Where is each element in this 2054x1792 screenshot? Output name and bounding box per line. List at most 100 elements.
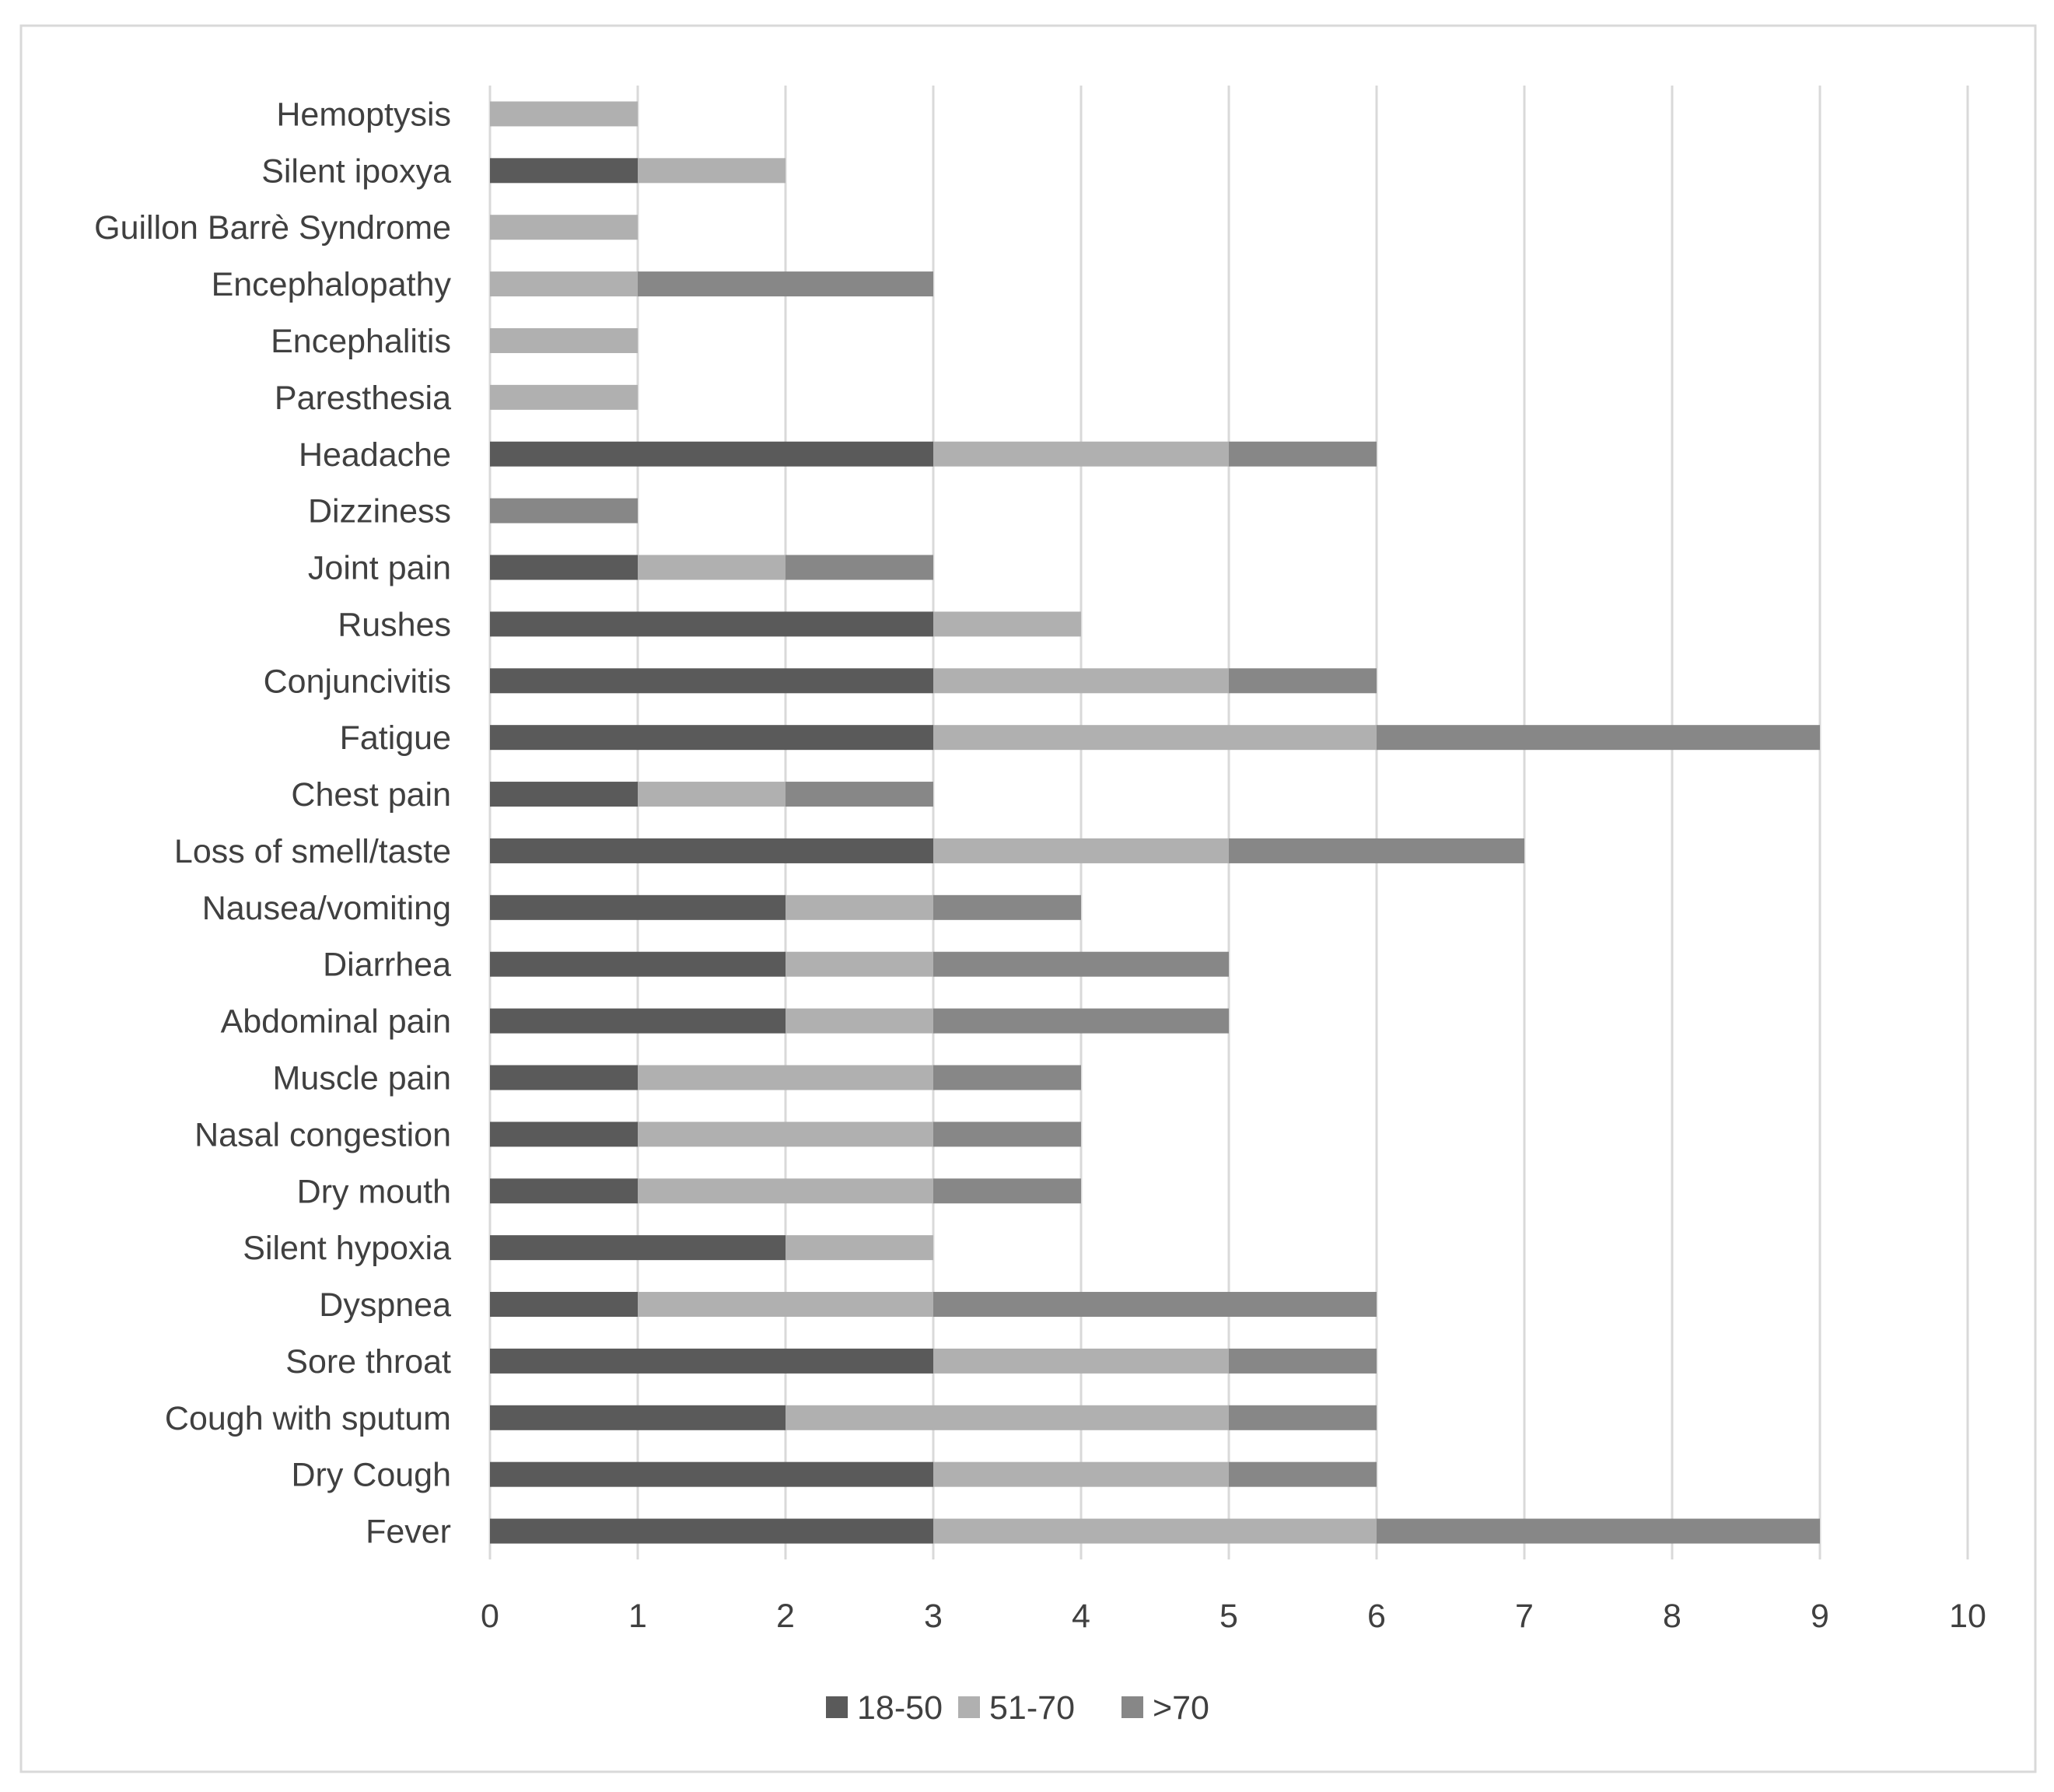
bar-segment bbox=[638, 1178, 933, 1204]
legend-label: 51-70 bbox=[989, 1689, 1075, 1727]
bar-segment bbox=[490, 158, 638, 184]
bars bbox=[490, 101, 1820, 1544]
x-tick-label: 4 bbox=[1072, 1598, 1090, 1635]
category-label: Fatigue bbox=[340, 719, 451, 757]
category-label: Encephalopathy bbox=[212, 266, 452, 303]
category-label: Hemoptysis bbox=[276, 96, 451, 133]
bar-segment bbox=[933, 441, 1229, 467]
bar-segment bbox=[490, 1348, 933, 1374]
bar-segment bbox=[490, 725, 933, 751]
bar-segment bbox=[490, 1461, 933, 1487]
x-tick-label: 1 bbox=[628, 1598, 647, 1635]
bar-segment bbox=[490, 1405, 786, 1430]
category-label: Dry mouth bbox=[297, 1173, 451, 1210]
x-tick-label: 8 bbox=[1663, 1598, 1681, 1635]
bar-segment bbox=[490, 215, 638, 240]
bar-segment bbox=[490, 1008, 786, 1034]
category-label: Nausea/vomiting bbox=[202, 890, 451, 927]
legend-swatch bbox=[958, 1696, 980, 1718]
category-label: Sore throat bbox=[285, 1343, 451, 1381]
category-label: Encephalitis bbox=[271, 323, 451, 360]
bar-segment bbox=[638, 271, 933, 297]
legend-label: 18-50 bbox=[857, 1689, 943, 1727]
bar-segment bbox=[490, 838, 933, 863]
bar-segment bbox=[933, 1518, 1377, 1544]
bar-segment bbox=[638, 1292, 933, 1318]
category-label: Muscle pain bbox=[273, 1059, 451, 1097]
bar-segment bbox=[490, 951, 786, 977]
bar-segment bbox=[786, 951, 933, 977]
category-label: Nasal congestion bbox=[194, 1116, 451, 1153]
x-tick-label: 3 bbox=[924, 1598, 943, 1635]
bar-segment bbox=[1229, 1405, 1377, 1430]
category-label: Silent hypoxia bbox=[243, 1230, 451, 1267]
category-label: Cough with sputum bbox=[165, 1400, 451, 1437]
bar-segment bbox=[786, 1008, 933, 1034]
legend-swatch bbox=[1121, 1696, 1143, 1718]
bar-segment bbox=[933, 1065, 1081, 1090]
bar-segment bbox=[933, 1008, 1229, 1034]
x-tick-label: 0 bbox=[481, 1598, 499, 1635]
category-label: Guillon Barrè Syndrome bbox=[94, 209, 451, 247]
x-tick-label: 9 bbox=[1811, 1598, 1829, 1635]
bar-segment bbox=[1377, 1518, 1820, 1544]
bar-segment bbox=[490, 1178, 638, 1204]
bar-segment bbox=[490, 1518, 933, 1544]
bar-segment bbox=[933, 725, 1377, 751]
x-tick-label: 2 bbox=[776, 1598, 795, 1635]
bar-segment bbox=[1377, 725, 1820, 751]
bar-segment bbox=[490, 327, 638, 353]
category-label: Rushes bbox=[338, 606, 451, 643]
bar-segment bbox=[786, 1235, 933, 1261]
category-label: Paresthesia bbox=[275, 380, 451, 417]
x-tick-label: 10 bbox=[1949, 1598, 1986, 1635]
bar-segment bbox=[933, 838, 1229, 863]
bar-segment bbox=[933, 894, 1081, 920]
bar-segment bbox=[490, 555, 638, 580]
legend-label: >70 bbox=[1153, 1689, 1209, 1727]
bar-segment bbox=[490, 1235, 786, 1261]
bar-segment bbox=[933, 611, 1081, 637]
bar-segment bbox=[490, 441, 933, 467]
category-label: Abdominal pain bbox=[221, 1003, 451, 1041]
bar-segment bbox=[490, 1122, 638, 1147]
bar-segment bbox=[786, 894, 933, 920]
category-label: Fever bbox=[366, 1514, 451, 1551]
category-label: Headache bbox=[299, 436, 451, 474]
bar-segment bbox=[638, 1065, 933, 1090]
bar-segment bbox=[933, 1122, 1081, 1147]
bar-segment bbox=[490, 384, 638, 410]
x-tick-label: 7 bbox=[1515, 1598, 1534, 1635]
bar-segment bbox=[490, 1065, 638, 1090]
x-tick-labels: 0 1 2 3 4 5 6 7 8 9 10 bbox=[481, 1598, 1986, 1635]
bar-segment bbox=[490, 498, 638, 523]
category-label: Conjuncivitis bbox=[264, 663, 451, 700]
bar-segment bbox=[638, 158, 786, 184]
category-label: Diarrhea bbox=[323, 947, 451, 984]
bar-segment bbox=[1229, 1461, 1377, 1487]
bar-segment bbox=[490, 668, 933, 694]
bar-segment bbox=[1229, 838, 1524, 863]
category-label: Dry Cough bbox=[291, 1457, 451, 1494]
category-label: Dizziness bbox=[308, 493, 451, 530]
category-label: Loss of smell/taste bbox=[174, 833, 451, 870]
legend-swatch bbox=[826, 1696, 848, 1718]
bar-segment bbox=[490, 611, 933, 637]
bar-segment bbox=[1229, 1348, 1377, 1374]
bar-segment bbox=[638, 555, 786, 580]
category-labels: Fever Dry Cough Cough with sputum Sore thro… bbox=[94, 96, 451, 1550]
legend: 18-50 51-70 >70 bbox=[826, 1689, 1209, 1727]
category-label: Chest pain bbox=[291, 776, 451, 814]
category-label: Silent ipoxya bbox=[261, 152, 451, 190]
bar-segment bbox=[490, 101, 638, 127]
bar-segment bbox=[490, 894, 786, 920]
bar-segment bbox=[933, 1461, 1229, 1487]
bar-segment bbox=[490, 782, 638, 807]
bar-segment bbox=[933, 1178, 1081, 1204]
category-label: Dyspnea bbox=[319, 1286, 451, 1324]
x-tick-label: 5 bbox=[1219, 1598, 1238, 1635]
x-tick-label: 6 bbox=[1367, 1598, 1386, 1635]
bar-segment bbox=[786, 1405, 1229, 1430]
